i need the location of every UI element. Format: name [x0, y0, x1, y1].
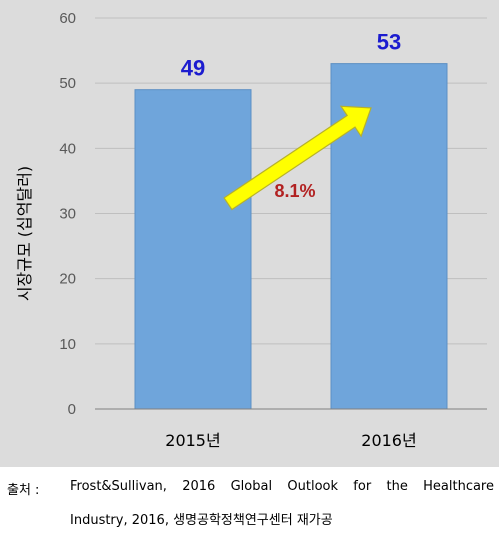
labels: 49 53	[181, 30, 401, 81]
y-tick-label: 50	[59, 75, 76, 92]
y-axis-label: 시장규모 (십억달러)	[15, 166, 34, 301]
annotation: 8.1%	[223, 105, 372, 211]
x-category-label: 2016년	[361, 431, 416, 450]
source-text-line-1: Frost&Sullivan, 2016 Global Outlook for …	[70, 479, 494, 494]
growth-arrow	[223, 105, 372, 211]
source-label: 출처 :	[7, 483, 40, 498]
y-tick-label: 30	[59, 206, 76, 223]
data-label: 53	[377, 30, 401, 55]
y-tick-label: 40	[59, 140, 76, 157]
y-tick-label: 10	[59, 336, 76, 353]
bar-2015년	[134, 89, 252, 410]
x-category-label: 2015년	[165, 431, 220, 450]
y-tick-label: 20	[59, 271, 76, 288]
chart-panel: 0 10 20 30 40 50 60 2015년 2016년 시장규모 (십억달러) 49 53 …	[0, 0, 499, 467]
bars	[134, 63, 448, 410]
growth-rate-label: 8.1%	[274, 181, 315, 201]
y-tick-label: 60	[59, 10, 76, 27]
source-text-line-2: Industry, 2016, 생명공학정책연구센터 재가공	[70, 513, 333, 528]
y-tick-label: 0	[68, 401, 76, 418]
data-label: 49	[181, 56, 205, 81]
axes: 0 10 20 30 40 50 60 2015년 2016년 시장규모 (십억달러)	[15, 10, 487, 450]
source-note: 출처 : Frost&Sullivan, 2016 Global Outlook…	[0, 467, 499, 539]
